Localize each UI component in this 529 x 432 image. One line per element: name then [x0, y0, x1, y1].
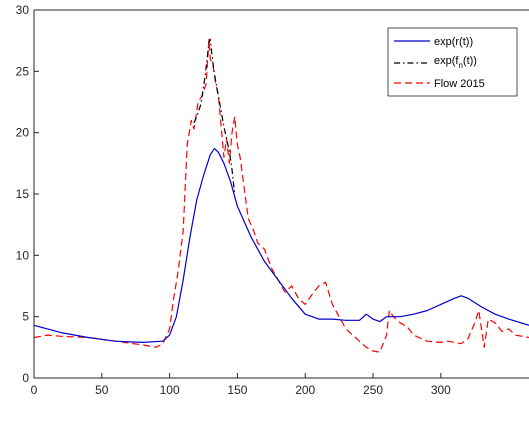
- y-tick-label: 0: [22, 371, 29, 385]
- x-tick-label: 200: [295, 383, 315, 397]
- y-tick-label: 30: [16, 3, 30, 17]
- legend-label-exp-r: exp(r(t)): [434, 36, 473, 48]
- legend-label-exp-fn-suffix: (t)): [463, 55, 477, 67]
- y-tick-label: 5: [22, 310, 29, 324]
- legend-label-exp-fn: exp(fn(t)): [434, 55, 477, 70]
- x-tick-label: 0: [31, 383, 38, 397]
- x-tick-label: 100: [160, 383, 180, 397]
- legend: exp(r(t)) exp(fn(t)) Flow 2015: [387, 27, 518, 97]
- y-tick-label: 20: [16, 126, 30, 140]
- x-tick-label: 300: [431, 383, 451, 397]
- legend-label-exp-fn-main: exp(f: [434, 55, 459, 67]
- y-tick-label: 10: [16, 248, 30, 262]
- y-tick-label: 15: [16, 187, 30, 201]
- legend-label-flow-2015: Flow 2015: [434, 78, 485, 90]
- series-line-exp-r-t: [33, 148, 529, 343]
- series-line-exp-f-n-t: [193, 38, 236, 195]
- x-tick-label: 150: [227, 383, 247, 397]
- series-layer: [33, 38, 529, 353]
- x-tick-label: 250: [363, 383, 383, 397]
- ticks-layer: 0 50 100 150 200 250 300 0 5 10 15 20 25 30: [16, 3, 452, 397]
- legend-box: [387, 27, 518, 97]
- series-line-flow-2015: [33, 38, 529, 353]
- y-tick-label: 25: [16, 64, 30, 78]
- legend-label-exp-fn-sub: n: [458, 61, 462, 70]
- x-tick-label: 50: [95, 383, 109, 397]
